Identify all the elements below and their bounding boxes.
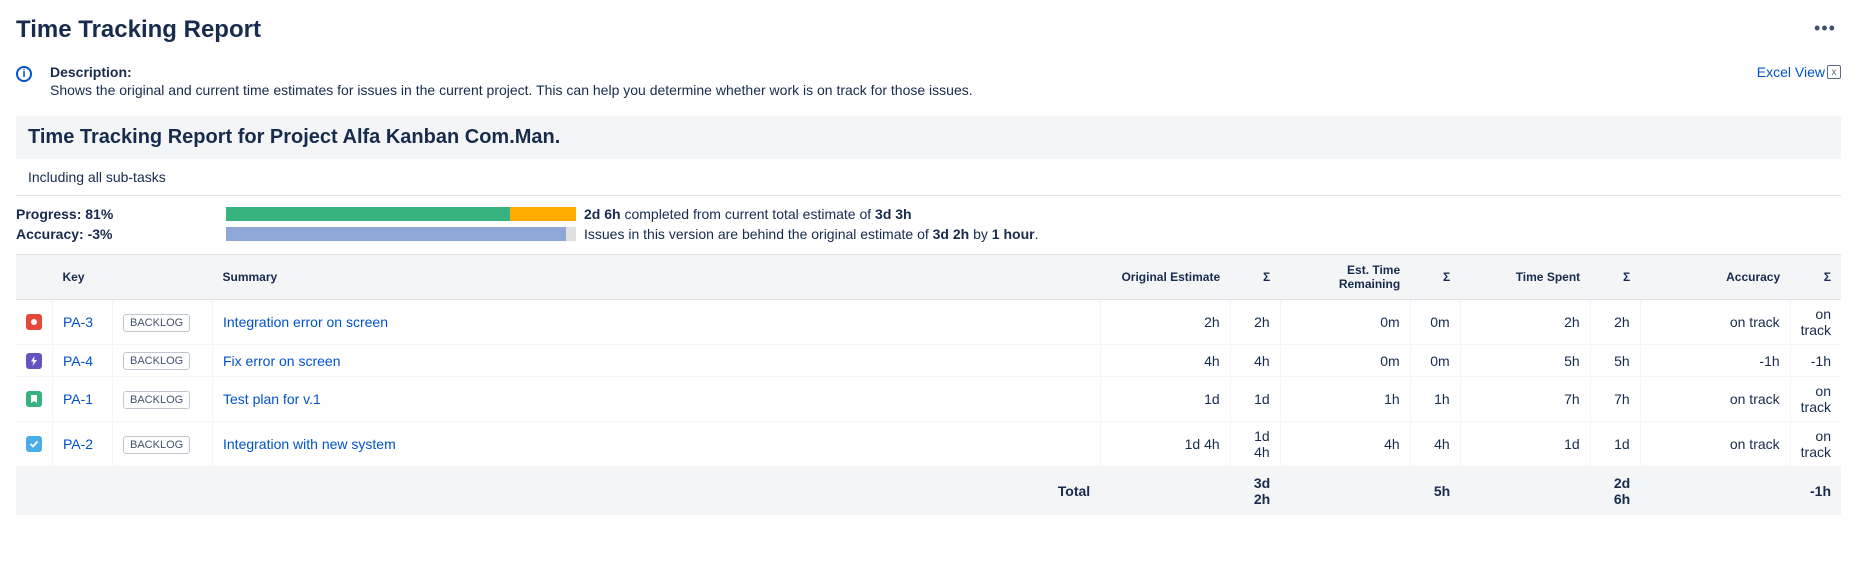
cell-spent: 5h: [1460, 345, 1590, 377]
total-remaining: 5h: [1410, 467, 1460, 516]
col-time-spent: Time Spent: [1460, 255, 1590, 300]
accuracy-text: Issues in this version are behind the or…: [584, 226, 1038, 242]
cell-accuracy: on track: [1640, 377, 1790, 422]
cell-remaining-sigma: 0m: [1410, 345, 1460, 377]
issue-key-link[interactable]: PA-4: [63, 353, 93, 369]
cell-original-sigma: 4h: [1230, 345, 1280, 377]
issue-summary-link[interactable]: Test plan for v.1: [223, 391, 321, 407]
cell-accuracy-sigma: on track: [1790, 377, 1841, 422]
more-icon: •••: [1814, 19, 1836, 37]
cell-accuracy: on track: [1640, 422, 1790, 467]
report-title: Time Tracking Report for Project Alfa Ka…: [28, 126, 1829, 149]
col-accuracy: Accuracy: [1640, 255, 1790, 300]
total-accuracy: -1h: [1790, 467, 1841, 516]
cell-original: 2h: [1100, 300, 1230, 345]
total-spent: 2d 6h: [1590, 467, 1640, 516]
col-type: [16, 255, 53, 300]
cell-spent: 7h: [1460, 377, 1590, 422]
story-icon: [26, 391, 42, 407]
cell-original-sigma: 2h: [1230, 300, 1280, 345]
cell-original: 1d: [1100, 377, 1230, 422]
issue-summary-link[interactable]: Integration with new system: [223, 436, 396, 452]
cell-remaining-sigma: 1h: [1410, 377, 1460, 422]
progress-text: 2d 6h completed from current total estim…: [584, 206, 912, 222]
col-status: [113, 255, 213, 300]
cell-spent-sigma: 2h: [1590, 300, 1640, 345]
bug-icon: [26, 314, 42, 330]
cell-spent: 1d: [1460, 422, 1590, 467]
excel-view-label: Excel View: [1757, 64, 1825, 80]
cell-original-sigma: 1d 4h: [1230, 422, 1280, 467]
cell-accuracy: -1h: [1640, 345, 1790, 377]
col-time-remaining: Est. Time Remaining: [1280, 255, 1410, 300]
col-key: Key: [53, 255, 113, 300]
subtasks-note: Including all sub-tasks: [16, 163, 1841, 196]
issue-key-link[interactable]: PA-1: [63, 391, 93, 407]
report-table: Key Summary Original Estimate Σ Est. Tim…: [16, 255, 1841, 515]
cell-spent-sigma: 7h: [1590, 377, 1640, 422]
table-row: PA-4BACKLOGFix error on screen4h4h0m0m5h…: [16, 345, 1841, 377]
task-icon: [26, 436, 42, 452]
accuracy-bar: [226, 227, 576, 241]
table-row: PA-2 BACKLOG Integration with new system 1d…: [16, 422, 1841, 467]
description-text: Shows the original and current time esti…: [50, 82, 1757, 98]
cell-spent: 2h: [1460, 300, 1590, 345]
cell-remaining: 4h: [1280, 422, 1410, 467]
issue-key-link[interactable]: PA-2: [63, 436, 93, 452]
excel-view-link[interactable]: Excel View x: [1757, 64, 1841, 80]
col-spent-sigma: Σ: [1590, 255, 1640, 300]
cell-remaining-sigma: 0m: [1410, 300, 1460, 345]
cell-accuracy: on track: [1640, 300, 1790, 345]
cell-original: 1d 4h: [1100, 422, 1230, 467]
cell-remaining: 0m: [1280, 300, 1410, 345]
progress-bar: [226, 207, 576, 221]
issue-summary-link[interactable]: Fix error on screen: [223, 353, 340, 369]
cell-accuracy-sigma: -1h: [1790, 345, 1841, 377]
status-badge: BACKLOG: [123, 391, 190, 409]
excel-icon: x: [1827, 65, 1841, 79]
accuracy-label: Accuracy: -3%: [16, 226, 226, 242]
info-icon: i: [16, 66, 32, 82]
cell-remaining: 0m: [1280, 345, 1410, 377]
cell-original: 4h: [1100, 345, 1230, 377]
total-original: 3d 2h: [1230, 467, 1280, 516]
col-accuracy-sigma: Σ: [1790, 255, 1841, 300]
cell-spent-sigma: 5h: [1590, 345, 1640, 377]
page-title: Time Tracking Report: [16, 16, 261, 44]
cell-accuracy-sigma: on track: [1790, 422, 1841, 467]
description-label: Description:: [50, 64, 1757, 80]
cell-accuracy-sigma: on track: [1790, 300, 1841, 345]
status-badge: BACKLOG: [123, 352, 190, 370]
issue-key-link[interactable]: PA-3: [63, 314, 93, 330]
col-remaining-sigma: Σ: [1410, 255, 1460, 300]
col-original-sigma: Σ: [1230, 255, 1280, 300]
col-original-estimate: Original Estimate: [1100, 255, 1230, 300]
col-summary: Summary: [213, 255, 1101, 300]
table-row: PA-1BACKLOGTest plan for v.11d1d1h1h7h7h…: [16, 377, 1841, 422]
cell-remaining-sigma: 4h: [1410, 422, 1460, 467]
progress-label: Progress: 81%: [16, 206, 226, 222]
cell-original-sigma: 1d: [1230, 377, 1280, 422]
cell-remaining: 1h: [1280, 377, 1410, 422]
issue-summary-link[interactable]: Integration error on screen: [223, 314, 388, 330]
total-label: Total: [16, 467, 1100, 516]
status-badge: BACKLOG: [123, 436, 190, 454]
epic-icon: [26, 353, 42, 369]
table-row: PA-3 BACKLOG Integration error on screen 2h…: [16, 300, 1841, 345]
cell-spent-sigma: 1d: [1590, 422, 1640, 467]
more-actions-button[interactable]: •••: [1809, 16, 1841, 40]
status-badge: BACKLOG: [123, 314, 190, 332]
